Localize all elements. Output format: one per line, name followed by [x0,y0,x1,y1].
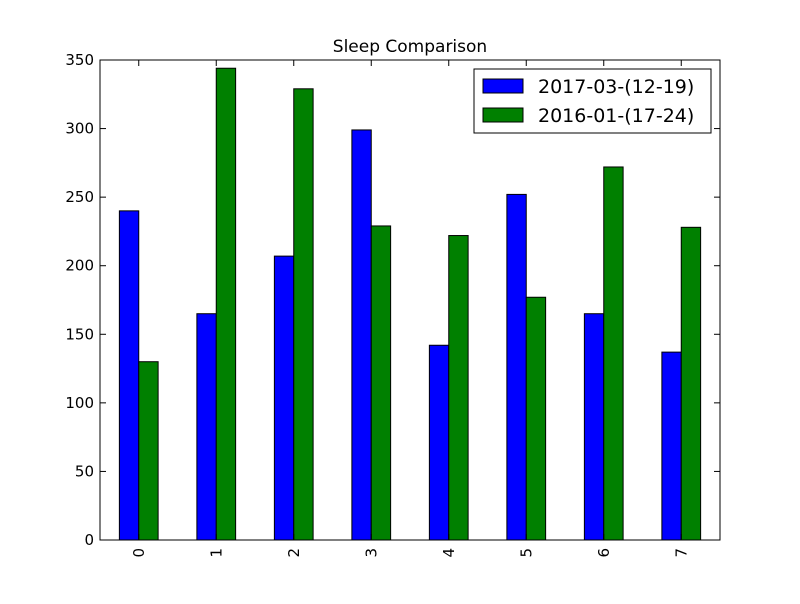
legend-swatch-series-1 [482,78,524,94]
bar-series-2-category-7 [680,226,702,541]
bar-series-1-category-3 [351,129,372,541]
bar-series-2-category-1 [215,67,237,541]
x-tick-label: 0 [130,548,148,558]
bar-series-2-category-5 [525,296,547,541]
y-tick-label: 50 [75,462,94,480]
bar-series-1-category-6 [583,313,605,541]
bars-layer [118,67,702,541]
bar-series-1-category-0 [118,210,140,541]
chart-title: Sleep Comparison [333,37,487,57]
bar-series-1-category-1 [196,313,217,541]
bar-series-2-category-4 [448,235,469,541]
bar-series-2-category-0 [138,361,159,541]
legend-label-series-2: 2016-01-(17-24) [538,105,694,127]
plot-frame [99,59,721,541]
y-tick-label: 250 [65,188,94,206]
y-tick-label: 0 [84,531,94,549]
y-tick-label: 200 [65,257,94,275]
x-tick-label: 4 [440,548,458,558]
legend-swatch-series-2 [482,107,524,123]
bar-series-2-category-2 [293,88,314,541]
x-tick-label: 3 [362,548,380,558]
y-tick-label: 300 [65,120,94,138]
chart-legend: 2017-03-(12-19) 2016-01-(17-24) [473,68,712,134]
x-tick-label: 5 [517,548,535,558]
axes-layer: 0 50 100 150 200 250 300 350 0 1 2 3 4 5 6 7 [65,51,721,558]
bar-series-2-category-3 [370,225,392,541]
bar-series-2-category-6 [603,166,624,541]
x-tick-label: 6 [595,548,613,558]
x-tick-label: 1 [207,548,225,558]
y-tick-label: 350 [65,51,94,69]
bar-series-1-category-4 [428,344,450,541]
bar-series-1-category-5 [506,193,527,541]
y-tick-label: 150 [65,325,94,343]
bar-series-1-category-2 [273,255,295,541]
legend-label-series-1: 2017-03-(12-19) [538,76,694,98]
x-tick-label: 7 [672,548,690,558]
x-tick-label: 2 [285,548,303,558]
y-tick-label: 100 [65,394,94,412]
bar-series-1-category-7 [661,351,682,541]
